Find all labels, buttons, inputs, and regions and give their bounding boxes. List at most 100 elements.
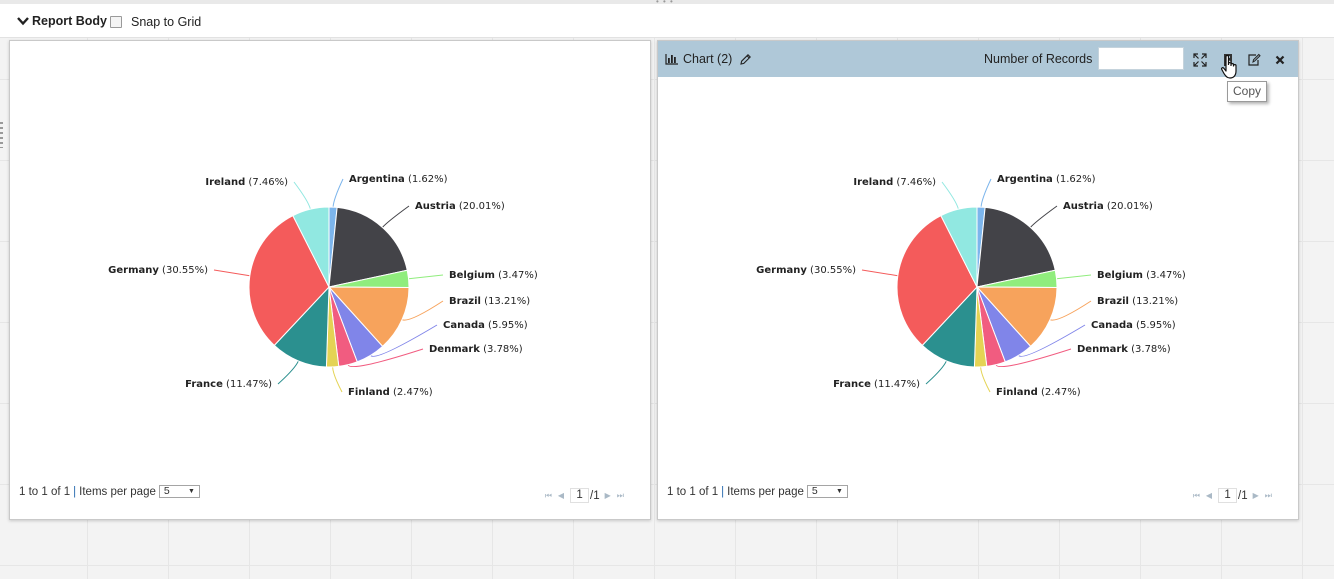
panel-title: Chart (2) [665, 52, 752, 66]
first-page-icon[interactable]: ⏮ [544, 490, 552, 500]
connector-denmark [995, 348, 1072, 368]
items-per-page-select[interactable]: 5 ▼ [806, 485, 848, 498]
connector-austria [1030, 205, 1058, 228]
snap-to-grid-checkbox[interactable] [110, 16, 122, 28]
connector-ireland [941, 181, 959, 210]
connector-austria [382, 205, 410, 228]
pie-slice-austria[interactable] [976, 206, 1056, 288]
pager-range: 1 to 1 of 1 [667, 485, 719, 498]
data-label-belgium: Belgium (3.47%) [449, 270, 538, 281]
items-per-page-label: Items per page [727, 485, 804, 498]
connector-germany [213, 269, 250, 277]
data-label-france: France (11.47%) [185, 379, 272, 390]
data-label-germany: Germany (30.55%) [756, 265, 856, 276]
items-per-page-label: Items per page [79, 485, 156, 498]
number-of-records-input[interactable] [1098, 47, 1184, 70]
first-page-icon[interactable]: ⏮ [1192, 490, 1200, 500]
connector-brazil [1049, 300, 1092, 321]
page-number-input[interactable]: 1 [1218, 488, 1238, 503]
data-label-austria: Austria (20.01%) [1063, 201, 1153, 212]
caret-down-icon: ▼ [835, 488, 843, 495]
connector-belgium [408, 274, 444, 280]
expand-icon[interactable] [1192, 52, 1208, 68]
top-strip [0, 0, 1334, 4]
data-label-argentina: Argentina (1.62%) [349, 174, 448, 185]
connector-canada [370, 324, 438, 357]
pie-slice-brazil[interactable] [327, 286, 410, 348]
connector-canada [1018, 324, 1086, 357]
pager-nav: ⏮ ◀ 1 /1 ▶ ⏭ [1190, 488, 1275, 503]
data-label-ireland: Ireland (7.46%) [205, 177, 288, 188]
data-label-brazil: Brazil (13.21%) [1097, 296, 1178, 307]
data-label-denmark: Denmark (3.78%) [1077, 344, 1171, 355]
data-label-belgium: Belgium (3.47%) [1097, 270, 1186, 281]
number-of-records-label: Number of Records [984, 52, 1093, 66]
connector-finland [980, 366, 991, 393]
snap-to-grid-label: Snap to Grid [131, 15, 202, 29]
caret-down-icon: ▼ [187, 488, 195, 495]
edit-icon[interactable] [1246, 52, 1262, 68]
items-per-page-value: 5 [163, 485, 170, 497]
side-resize-handle[interactable] [0, 122, 3, 148]
data-label-finland: Finland (2.47%) [348, 387, 433, 398]
prev-page-icon[interactable]: ◀ [557, 491, 565, 500]
total-pages: /1 [1238, 489, 1248, 502]
report-header: Report Body Snap to Grid [0, 4, 1334, 38]
prev-page-icon[interactable]: ◀ [1205, 491, 1213, 500]
copy-tooltip: Copy [1227, 81, 1267, 102]
items-per-page-select[interactable]: 5 ▼ [158, 485, 200, 498]
pager-info: 1 to 1 of 1 | Items per page 5 ▼ [19, 485, 200, 498]
pager-separator: | [721, 485, 725, 498]
data-label-france: France (11.47%) [833, 379, 920, 390]
data-label-denmark: Denmark (3.78%) [429, 344, 523, 355]
data-label-ireland: Ireland (7.46%) [853, 177, 936, 188]
hand-cursor-icon [1221, 54, 1237, 79]
last-page-icon[interactable]: ⏭ [1264, 490, 1272, 500]
chart-panel-1[interactable]: Argentina (1.62%) Austria (20.01%) Belgium… [9, 40, 651, 520]
pager-separator: | [73, 485, 77, 498]
pie-slice-ireland[interactable] [940, 206, 978, 288]
data-label-finland: Finland (2.47%) [996, 387, 1081, 398]
data-label-brazil: Brazil (13.21%) [449, 296, 530, 307]
connector-finland [332, 366, 343, 393]
data-label-austria: Austria (20.01%) [415, 201, 505, 212]
pie-chart-2: Argentina (1.62%) Austria (20.01%) Belgium… [756, 174, 1186, 398]
last-page-icon[interactable]: ⏭ [616, 490, 624, 500]
close-icon[interactable] [1272, 52, 1288, 68]
next-page-icon[interactable]: ▶ [1252, 491, 1259, 500]
connector-argentina [332, 178, 344, 208]
pager-nav: ⏮ ◀ 1 /1 ▶ ⏭ [542, 488, 627, 503]
panel-toolbar: Chart (2) Number of Records [658, 41, 1298, 77]
connector-france [925, 360, 947, 385]
data-label-argentina: Argentina (1.62%) [997, 174, 1096, 185]
snap-to-grid[interactable]: Snap to Grid [110, 15, 201, 29]
connector-denmark [347, 348, 424, 368]
bar-chart-icon [665, 54, 678, 65]
connector-ireland [293, 181, 311, 210]
pie-slice-brazil[interactable] [975, 286, 1058, 348]
data-label-germany: Germany (30.55%) [108, 265, 208, 276]
connector-brazil [401, 300, 444, 321]
pie-chart-1: Argentina (1.62%) Austria (20.01%) Belgium… [108, 174, 538, 398]
chart-panel-2[interactable]: Chart (2) Number of Records [657, 40, 1299, 520]
page-number-input[interactable]: 1 [570, 488, 590, 503]
total-pages: /1 [590, 489, 600, 502]
items-per-page-value: 5 [811, 485, 818, 497]
pager-info: 1 to 1 of 1 | Items per page 5 ▼ [667, 485, 848, 498]
connector-argentina [980, 178, 992, 208]
connector-germany [861, 269, 898, 277]
connector-france [277, 360, 299, 385]
data-label-canada: Canada (5.95%) [443, 320, 528, 331]
next-page-icon[interactable]: ▶ [604, 491, 611, 500]
pie-slice-austria[interactable] [328, 206, 408, 288]
panel-title-text: Chart (2) [683, 52, 733, 66]
report-body-toggle[interactable]: Report Body [17, 14, 107, 28]
pencil-icon[interactable] [739, 53, 752, 66]
connector-belgium [1056, 274, 1092, 280]
report-body-label: Report Body [32, 14, 107, 28]
pie-slice-ireland[interactable] [292, 206, 330, 288]
data-label-canada: Canada (5.95%) [1091, 320, 1176, 331]
pager-range: 1 to 1 of 1 [19, 485, 71, 498]
top-drag-handle[interactable]: • • • [656, 0, 674, 6]
chevron-down-icon [17, 17, 29, 26]
